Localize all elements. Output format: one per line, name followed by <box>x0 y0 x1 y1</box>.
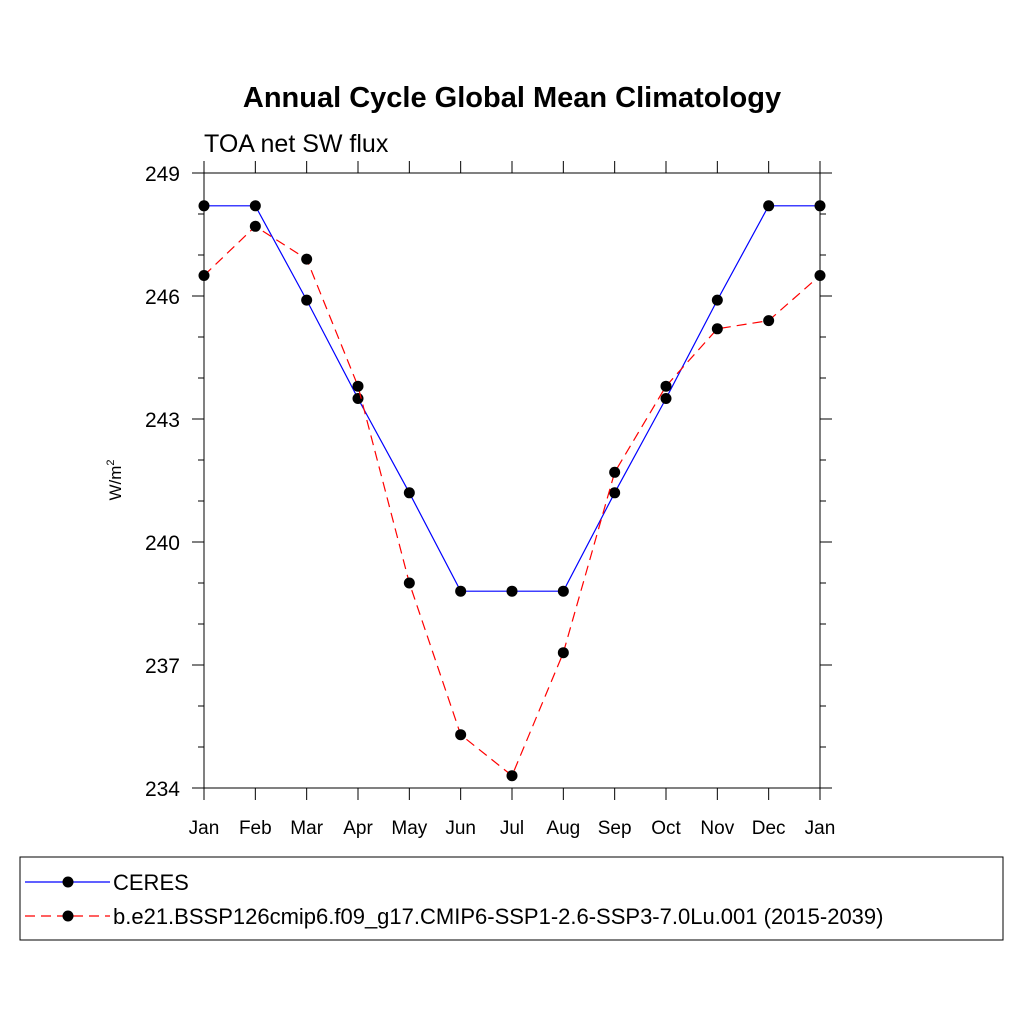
data-point <box>660 380 672 392</box>
data-point <box>301 294 313 306</box>
series-group <box>198 200 826 782</box>
data-point <box>711 323 723 335</box>
y-tick-label: 234 <box>145 778 180 801</box>
data-point <box>711 294 723 306</box>
x-tick-label: Jan <box>189 818 220 839</box>
x-tick-label: Sep <box>598 818 632 839</box>
data-point <box>403 487 415 499</box>
axes: Jan Feb Mar Apr May Jun Jul Aug Sep Oct Nov Dec Jan 2… <box>145 161 835 839</box>
data-point <box>198 270 210 281</box>
chart-subtitle: TOA net SW flux <box>204 130 389 158</box>
data-point <box>660 393 672 404</box>
data-point <box>301 253 313 265</box>
x-tick-label: Aug <box>546 818 580 839</box>
data-point <box>352 393 364 404</box>
legend: CERES b.e21.BSSP126cmip6.f09_g17.CMIP6-SS… <box>25 870 883 929</box>
x-tick-label: Oct <box>651 818 681 839</box>
y-tick-label: 240 <box>145 532 180 555</box>
x-tick-label: Mar <box>290 818 323 839</box>
data-point <box>763 315 775 327</box>
legend-marker <box>62 876 74 888</box>
data-point <box>814 200 826 212</box>
x-tick-label: Apr <box>343 818 373 839</box>
legend-box <box>19 856 1004 941</box>
x-tick-label: Jan <box>805 818 836 839</box>
y-axis-label: W/m2 <box>105 459 125 500</box>
y-axis-label-superscript: 2 <box>105 459 117 465</box>
plot-frame <box>203 172 821 789</box>
series-line-0 <box>204 205 820 592</box>
x-tick-label: May <box>391 818 427 839</box>
data-point <box>763 200 775 212</box>
data-point <box>352 380 364 392</box>
data-point <box>506 770 518 782</box>
x-tick-label: Jul <box>500 818 524 839</box>
data-point <box>814 270 826 281</box>
data-point <box>557 647 569 659</box>
series-line-1 <box>203 225 821 777</box>
data-point <box>455 729 467 741</box>
y-tick-label: 249 <box>145 163 180 186</box>
legend-marker <box>62 910 74 922</box>
x-tick-label: Nov <box>700 818 734 839</box>
legend-label: b.e21.BSSP126cmip6.f09_g17.CMIP6-SSP1-2.… <box>113 904 883 929</box>
data-point <box>455 585 467 597</box>
x-tick-label: Dec <box>752 818 786 839</box>
x-tick-label: Jun <box>445 818 476 839</box>
x-tick-label: Feb <box>239 818 272 839</box>
y-axis-label-text: W/m <box>106 466 125 501</box>
data-point <box>403 577 415 589</box>
data-point <box>198 200 210 212</box>
data-point <box>609 466 621 478</box>
data-point <box>506 585 518 597</box>
y-tick-label: 243 <box>145 409 180 432</box>
legend-label: CERES <box>113 870 189 895</box>
data-point <box>609 487 621 499</box>
y-tick-label: 237 <box>145 655 180 678</box>
data-point <box>249 200 261 212</box>
y-tick-label: 246 <box>145 286 180 309</box>
data-point <box>249 220 261 232</box>
chart-title: Annual Cycle Global Mean Climatology <box>243 82 781 114</box>
data-point <box>557 585 569 597</box>
